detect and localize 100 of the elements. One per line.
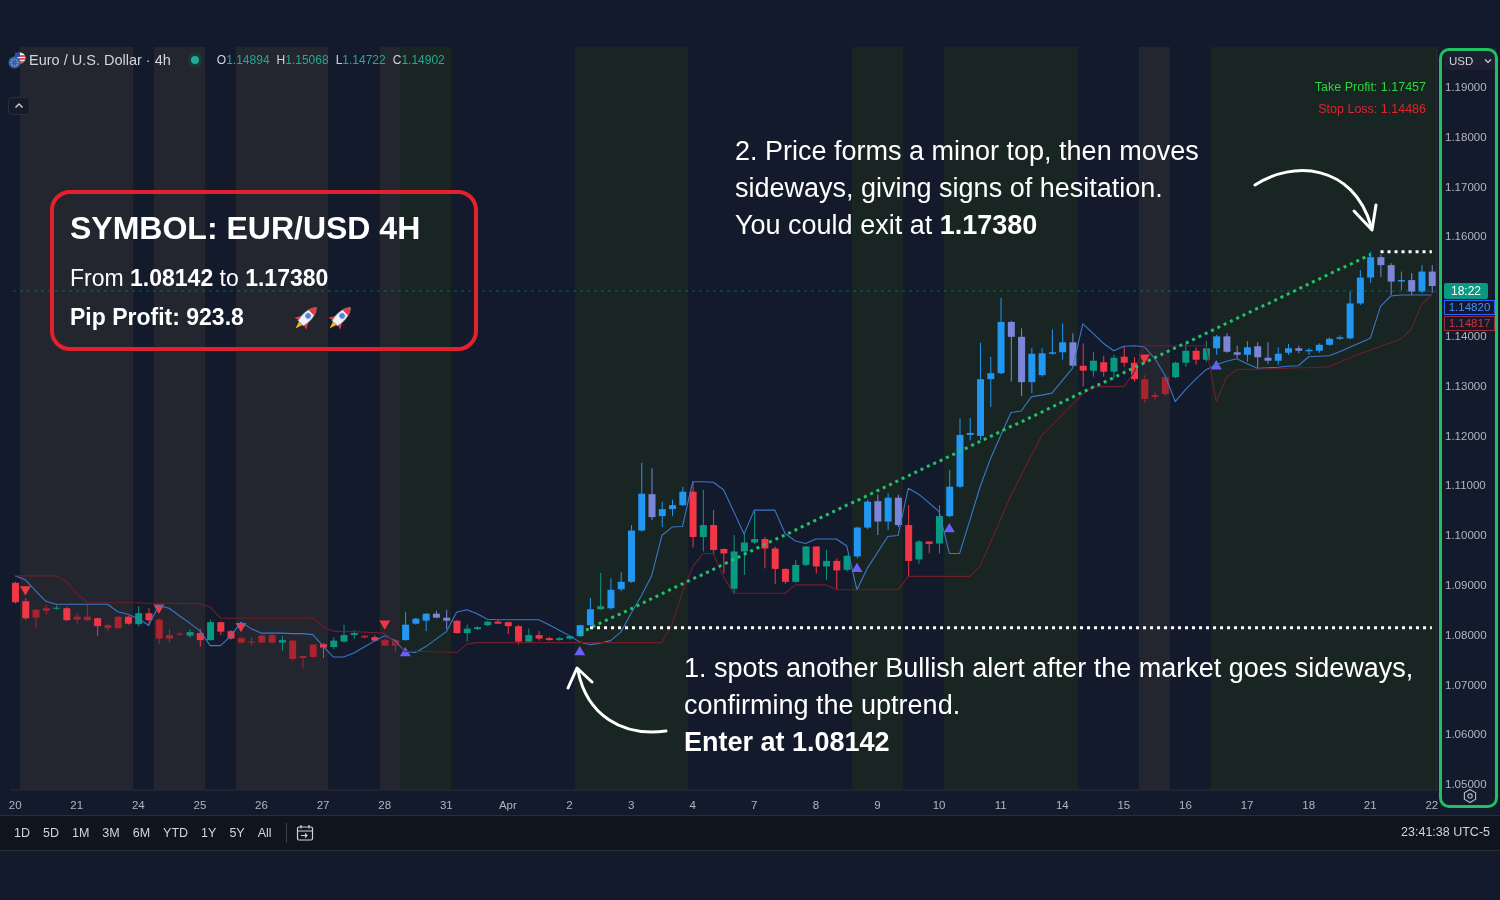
candlestick xyxy=(1243,340,1251,363)
x-tick-label: 8 xyxy=(812,799,820,812)
text: 1D 5D 1M 3M 6M YTD 1Y 5Y All xyxy=(14,825,272,840)
point xyxy=(574,645,586,656)
currency-dropdown: USD xyxy=(1444,51,1495,70)
candlestick xyxy=(402,611,410,642)
annotation: 1. spots another Bullish alert after the market goes sideways, confirming the uptrend. xyxy=(684,653,1414,720)
candlestick xyxy=(515,624,523,646)
x-tick-label: 4 xyxy=(689,799,697,812)
y-tick-label: 1.08000 xyxy=(1445,628,1487,641)
candlestick xyxy=(679,486,687,507)
candlestick xyxy=(1428,264,1436,294)
candlestick xyxy=(1141,374,1149,404)
candlestick xyxy=(299,655,307,669)
candlestick xyxy=(289,639,297,662)
x-tick-label: 24 xyxy=(131,799,146,812)
annotation: Take Profit: 1.17457 xyxy=(1314,80,1426,94)
candlestick xyxy=(1151,391,1159,401)
line-series xyxy=(578,253,1372,635)
chart-title: Euro / U.S. Dollar · 4h xyxy=(29,52,171,68)
point xyxy=(851,562,863,573)
candlestick xyxy=(1397,271,1405,291)
x-tick-label: 11 xyxy=(994,799,1007,812)
y-tick-label: 1.05000 xyxy=(1445,778,1487,791)
candlestick xyxy=(1213,334,1221,356)
x-tick-label: 28 xyxy=(378,799,392,812)
candlestick xyxy=(1120,345,1128,368)
x-tick-label: 21 xyxy=(1363,799,1377,812)
text: 23:41:38 UTC-5 xyxy=(1401,825,1490,839)
annotation: You could exit at 1.17380 xyxy=(735,210,1038,240)
x-tick-label: 27 xyxy=(316,799,330,812)
candlestick xyxy=(740,533,748,576)
candlestick xyxy=(248,636,256,647)
candlestick xyxy=(443,609,451,630)
x-tick-label: 16 xyxy=(1179,799,1192,812)
candlestick xyxy=(340,624,348,644)
y-tick-label: 1.13000 xyxy=(1445,379,1487,392)
candlestick xyxy=(720,547,728,574)
candlestick xyxy=(22,597,30,621)
point xyxy=(943,522,955,533)
candlestick xyxy=(155,618,163,645)
y-tick-label: 1.19000 xyxy=(1445,80,1487,93)
candlestick xyxy=(987,356,995,408)
annotation: SYMBOL: EUR/USD 4H xyxy=(70,210,421,247)
candlestick xyxy=(915,539,923,565)
candlestick xyxy=(1038,347,1046,378)
candlestick xyxy=(73,612,81,626)
x-tick-label: 22 xyxy=(1425,799,1439,812)
candlestick xyxy=(32,608,40,630)
candlestick xyxy=(1387,262,1395,296)
annotation: L1.14722 xyxy=(335,53,386,67)
candlestick xyxy=(1100,355,1108,378)
candlestick xyxy=(1110,354,1118,379)
point xyxy=(379,620,391,630)
candlestick xyxy=(145,607,153,627)
annotation: Pip Profit: 923.8 xyxy=(70,304,244,331)
candlestick xyxy=(1418,264,1426,294)
candlestick xyxy=(1089,351,1097,378)
x-tick-label: 18 xyxy=(1302,799,1316,812)
text: 1.14817 xyxy=(1448,317,1491,329)
candlestick xyxy=(104,623,112,632)
x-tick-label: 9 xyxy=(874,799,881,812)
candlestick xyxy=(1264,341,1272,365)
y-tick-label: 1.11000 xyxy=(1445,479,1486,492)
candlestick xyxy=(1192,346,1200,366)
candlestick xyxy=(422,612,430,632)
y-tick-label: 1.18000 xyxy=(1445,130,1487,143)
y-tick-label: 1.10000 xyxy=(1445,529,1487,542)
x-tick-label: 14 xyxy=(1055,799,1070,812)
candlestick xyxy=(1182,342,1190,368)
x-tick-label: 20 xyxy=(8,799,22,812)
point xyxy=(19,586,31,596)
x-tick-label: 21 xyxy=(70,799,84,812)
x-tick-label: 15 xyxy=(1117,799,1131,812)
candlestick xyxy=(207,619,215,642)
y-tick-label: 1.09000 xyxy=(1445,578,1487,591)
candlestick xyxy=(617,571,625,592)
candlestick xyxy=(833,557,841,591)
candlestick xyxy=(1223,332,1231,354)
candlestick xyxy=(658,501,666,528)
x-tick-label: 25 xyxy=(193,799,207,812)
candlestick xyxy=(1377,254,1385,278)
candlestick xyxy=(1079,342,1087,388)
y-tick-label: 1.06000 xyxy=(1445,728,1487,741)
annotation: O1.14894 xyxy=(216,53,270,67)
annotation: Enter at 1.08142 xyxy=(684,727,890,757)
x-tick-label: Apr xyxy=(498,799,518,812)
x-tick-label: 17 xyxy=(1240,799,1254,812)
annotation: 2. Price forms a minor top, then moves sideways, giving signs of hesitation. xyxy=(735,136,1199,203)
candlestick xyxy=(1069,332,1077,368)
candlestick xyxy=(597,572,605,611)
candlestick xyxy=(699,489,707,552)
callout-box: SYMBOL: EUR/USD 4H From 1.08142 to 1.17380 Pip Profit: 923.8 xyxy=(50,190,478,351)
annotation: Stop Loss: 1.14486 xyxy=(1318,102,1426,116)
y-tick-label: 1.07000 xyxy=(1445,678,1487,691)
x-tick-label: 7 xyxy=(751,799,758,812)
y-tick-label: 1.16000 xyxy=(1445,230,1487,243)
candlestick xyxy=(1254,341,1262,369)
annotation: C1.14902 xyxy=(392,53,445,67)
candlestick xyxy=(586,597,594,627)
